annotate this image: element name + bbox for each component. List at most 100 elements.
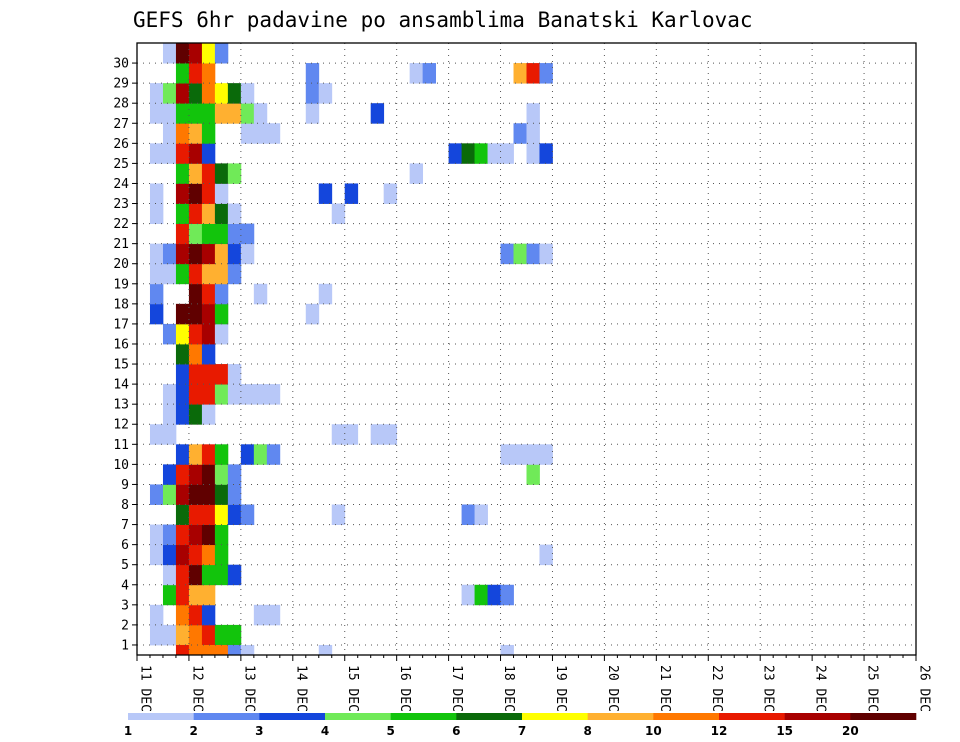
heatmap-cell <box>214 303 229 325</box>
heatmap-cell <box>175 404 190 425</box>
heatmap-cell <box>344 183 359 204</box>
heatmap-cell <box>227 243 242 265</box>
heatmap-cell <box>175 63 190 84</box>
heatmap-cell <box>175 143 190 164</box>
heatmap-cell <box>188 183 203 204</box>
heatmap-cell <box>487 584 501 606</box>
y-tick-label: 9 <box>121 478 129 493</box>
heatmap-cell <box>500 584 514 606</box>
heatmap-cell <box>214 504 229 525</box>
y-tick-label: 1 <box>121 638 129 653</box>
heatmap-cell <box>227 464 242 485</box>
y-tick-label: 18 <box>113 297 129 312</box>
heatmap-cell <box>500 444 514 465</box>
y-tick-label: 13 <box>113 398 129 413</box>
heatmap-cell <box>201 504 216 525</box>
heatmap-cell <box>149 263 164 285</box>
y-tick-label: 15 <box>113 358 129 373</box>
heatmap-cell <box>149 283 164 305</box>
y-tick-label: 11 <box>113 438 129 453</box>
heatmap-cell <box>461 584 475 606</box>
heatmap-cell <box>201 183 216 204</box>
y-tick-label: 24 <box>113 177 129 192</box>
heatmap-cell <box>188 564 203 586</box>
heatmap-cell <box>175 604 190 626</box>
heatmap-cell <box>162 323 177 345</box>
heatmap-cell <box>240 504 255 525</box>
heatmap-cell <box>240 83 255 104</box>
heatmap-cell <box>201 384 216 405</box>
heatmap-cell <box>175 564 190 586</box>
y-axis: 1234567891011121314151617181920212223242… <box>113 57 137 653</box>
y-tick-label: 20 <box>113 257 129 272</box>
heatmap-cell <box>214 243 229 265</box>
x-tick-label: 25 DEC <box>865 665 880 712</box>
colorbar-swatch <box>850 713 917 720</box>
heatmap-cell <box>188 343 203 365</box>
colorbar-label: 20 <box>842 724 859 738</box>
y-tick-label: 5 <box>121 558 129 573</box>
heatmap-cell <box>539 444 553 465</box>
heatmap-cell <box>526 464 540 485</box>
heatmap-cell <box>175 43 190 64</box>
heatmap-cell <box>162 243 177 265</box>
heatmap-cell <box>513 243 527 265</box>
heatmap-cell <box>240 444 255 465</box>
heatmap-cell <box>188 464 203 485</box>
heatmap-cell <box>175 343 190 365</box>
heatmap-cell <box>461 504 475 525</box>
x-tick-label: 18 DEC <box>501 665 516 712</box>
heatmap-cell <box>188 624 203 646</box>
colorbar-label: 4 <box>321 724 329 738</box>
heatmap-cell <box>513 444 527 465</box>
heatmap-cell <box>214 223 229 245</box>
heatmap-cell <box>188 524 203 546</box>
heatmap-cell <box>175 103 190 124</box>
colorbar-label: 10 <box>645 724 662 738</box>
heatmap-cell <box>149 524 164 546</box>
heatmap-cell <box>214 384 229 405</box>
heatmap-cell <box>370 424 385 445</box>
heatmap-cell <box>175 163 190 184</box>
x-tick-label: 22 DEC <box>709 665 724 712</box>
heatmap-cell <box>175 263 190 285</box>
heatmap-cell <box>266 384 281 405</box>
heatmap-cell <box>240 123 255 144</box>
heatmap-cell <box>266 604 281 626</box>
heatmap-cell <box>162 524 177 546</box>
heatmap-cell <box>318 283 333 305</box>
heatmap-cell <box>188 243 203 265</box>
heatmap-cell <box>474 584 488 606</box>
heatmap-cell <box>214 263 229 285</box>
heatmap-cell <box>526 143 540 164</box>
y-tick-label: 28 <box>113 97 129 112</box>
heatmap-cell <box>253 604 268 626</box>
heatmap-cell <box>227 163 242 184</box>
heatmap-cell <box>175 544 190 566</box>
heatmap-cell <box>240 103 255 124</box>
colorbar-swatch <box>390 713 457 720</box>
heatmap-cell <box>201 143 216 164</box>
heatmap-cell <box>175 644 190 656</box>
heatmap-cell <box>201 323 216 345</box>
heatmap-cell <box>318 183 333 204</box>
heatmap-cell <box>201 303 216 325</box>
x-tick-label: 15 DEC <box>345 665 360 712</box>
heatmap-cell <box>201 484 216 505</box>
x-tick-label: 13 DEC <box>241 665 256 712</box>
heatmap-cell <box>175 83 190 104</box>
heatmap-cell <box>201 343 216 365</box>
heatmap-cell <box>474 504 488 525</box>
heatmap-cell <box>227 504 242 525</box>
heatmap-cell <box>162 43 177 64</box>
color-legend: 1 2 3 4 5 6 7 8 10 12 15 20 <box>124 713 917 738</box>
heatmap-cell <box>201 283 216 305</box>
heatmap-cell <box>188 504 203 525</box>
heatmap-cell <box>214 524 229 546</box>
y-tick-label: 12 <box>113 418 129 433</box>
x-axis: 11 DEC 12 DEC 13 DEC 14 DEC 15 DEC 16 DEC 17 D… <box>136 655 932 712</box>
heatmap-cell <box>539 243 553 265</box>
y-tick-label: 25 <box>113 157 129 172</box>
colorbar-label: 5 <box>386 724 394 738</box>
